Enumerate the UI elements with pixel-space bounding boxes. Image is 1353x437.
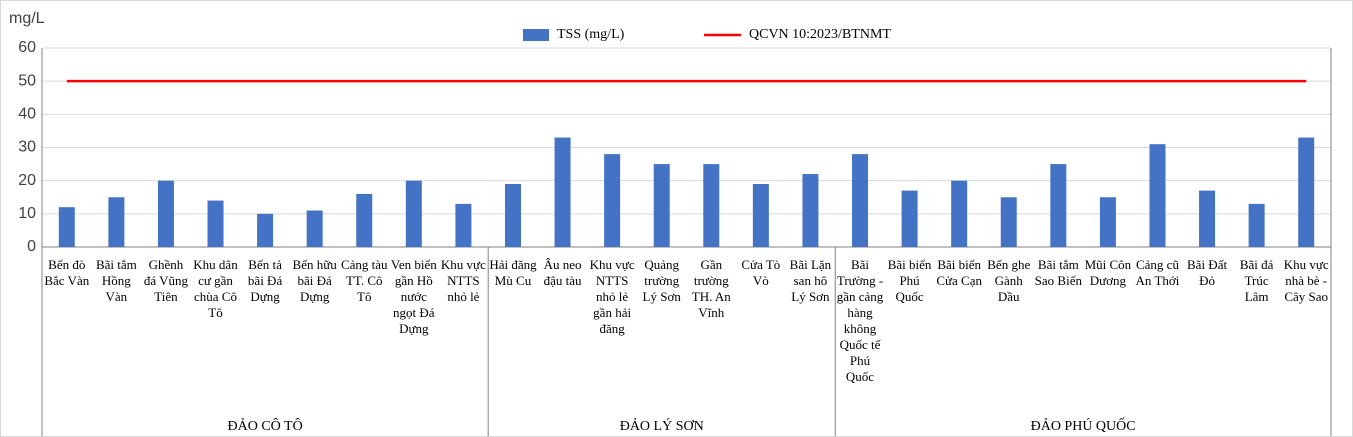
- bar: [257, 213, 274, 247]
- bar: [356, 193, 373, 247]
- bar: [157, 180, 174, 247]
- bar: [901, 190, 918, 247]
- y-tick-label: 10: [18, 205, 36, 222]
- bar: [1298, 137, 1315, 247]
- bar: [703, 164, 720, 247]
- x-tick-label: Ven biển gần Hồ nước ngọt Đá Dựng: [390, 257, 437, 336]
- x-tick-label: Hải đăng Mù Cu: [489, 257, 537, 288]
- bar: [306, 210, 323, 247]
- y-tick-label: 20: [18, 172, 36, 189]
- x-tick-label: Bãi tắm Sao Biển: [1034, 257, 1082, 288]
- y-axis-label: mg/L: [9, 10, 45, 27]
- legend-label: TSS (mg/L): [557, 27, 625, 42]
- y-tick-label: 0: [27, 238, 36, 255]
- bar: [207, 200, 224, 247]
- bar: [58, 207, 75, 247]
- bar: [653, 164, 670, 247]
- x-tick-label: Khu dân cư gần chùa Cô Tô: [193, 257, 238, 320]
- y-tick-label: 60: [18, 39, 36, 56]
- x-tick-label: Bãi biển Phú Quốc: [887, 257, 932, 304]
- x-tick-label: Bến ghe Gành Dầu: [987, 257, 1031, 304]
- group-label: ĐẢO CÔ TÔ: [227, 417, 302, 434]
- bar: [1099, 197, 1116, 247]
- x-tick-label: Ghềnh đá Vũng Tiên: [143, 257, 189, 304]
- x-tick-label: Bến đò Bắc Vàn: [44, 257, 90, 288]
- y-tick-label: 30: [18, 139, 36, 156]
- x-tick-label: Bãi Đất Đỏ: [1187, 257, 1228, 288]
- x-tick-label: Bãi biển Cửa Cạn: [936, 257, 982, 288]
- bar: [455, 203, 472, 247]
- bar: [802, 174, 819, 247]
- x-tick-label: Âu neo đậu tàu: [543, 257, 582, 288]
- group-label: ĐẢO LÝ SƠN: [620, 417, 704, 434]
- x-tick-label: Quảng trường Lý Sơn: [642, 257, 681, 304]
- y-tick-label: 50: [18, 72, 36, 89]
- bar: [752, 183, 769, 247]
- x-tick-label: Gần trường TH. An Vĩnh: [691, 257, 731, 320]
- bar: [1248, 203, 1265, 247]
- legend-label: QCVN 10:2023/BTNMT: [749, 27, 891, 42]
- bar: [951, 180, 968, 247]
- x-tick-label: Khu vực NTTS nhỏ lẻ: [440, 257, 486, 304]
- x-tick-label: Bến tả bãi Đá Dựng: [247, 257, 283, 304]
- bar: [405, 180, 422, 247]
- x-tick-label: Bến hữu bãi Đá Dựng: [292, 257, 337, 304]
- x-tick-label: Cửa Tò Vò: [741, 257, 781, 288]
- y-tick-label: 40: [18, 106, 36, 123]
- x-tick-label: Bãi đá Trúc Lâm: [1239, 257, 1274, 304]
- x-tick-label: Bãi tắm Hồng Vàn: [95, 257, 137, 304]
- bar: [1000, 197, 1017, 247]
- x-tick-label: Khu vực nhà bè - Cây Sao: [1283, 257, 1329, 304]
- x-tick-label: Bãi Lặn san hô Lý Sơn: [789, 257, 832, 304]
- bar: [1149, 144, 1166, 247]
- bar: [554, 137, 571, 247]
- bar: [852, 154, 869, 247]
- bar: [1050, 164, 1067, 247]
- bar: [1199, 190, 1216, 247]
- x-tick-label: Cảng tàu TT. Cô Tô: [340, 257, 388, 304]
- bar: [504, 183, 521, 247]
- x-tick-label: Mũi Côn Dương: [1084, 257, 1132, 288]
- bar: [108, 197, 125, 247]
- x-tick-label: Cảng cũ An Thới: [1135, 257, 1180, 288]
- group-label: ĐẢO PHÚ QUỐC: [1031, 416, 1136, 434]
- legend-swatch: [523, 29, 549, 41]
- bar: [604, 154, 621, 247]
- x-tick-label: Khu vực NTTS nhỏ lẻ gần hải đăng: [589, 257, 635, 336]
- x-tick-label: Bãi Trường - gần cảng hàng không Quốc tế…: [836, 257, 884, 384]
